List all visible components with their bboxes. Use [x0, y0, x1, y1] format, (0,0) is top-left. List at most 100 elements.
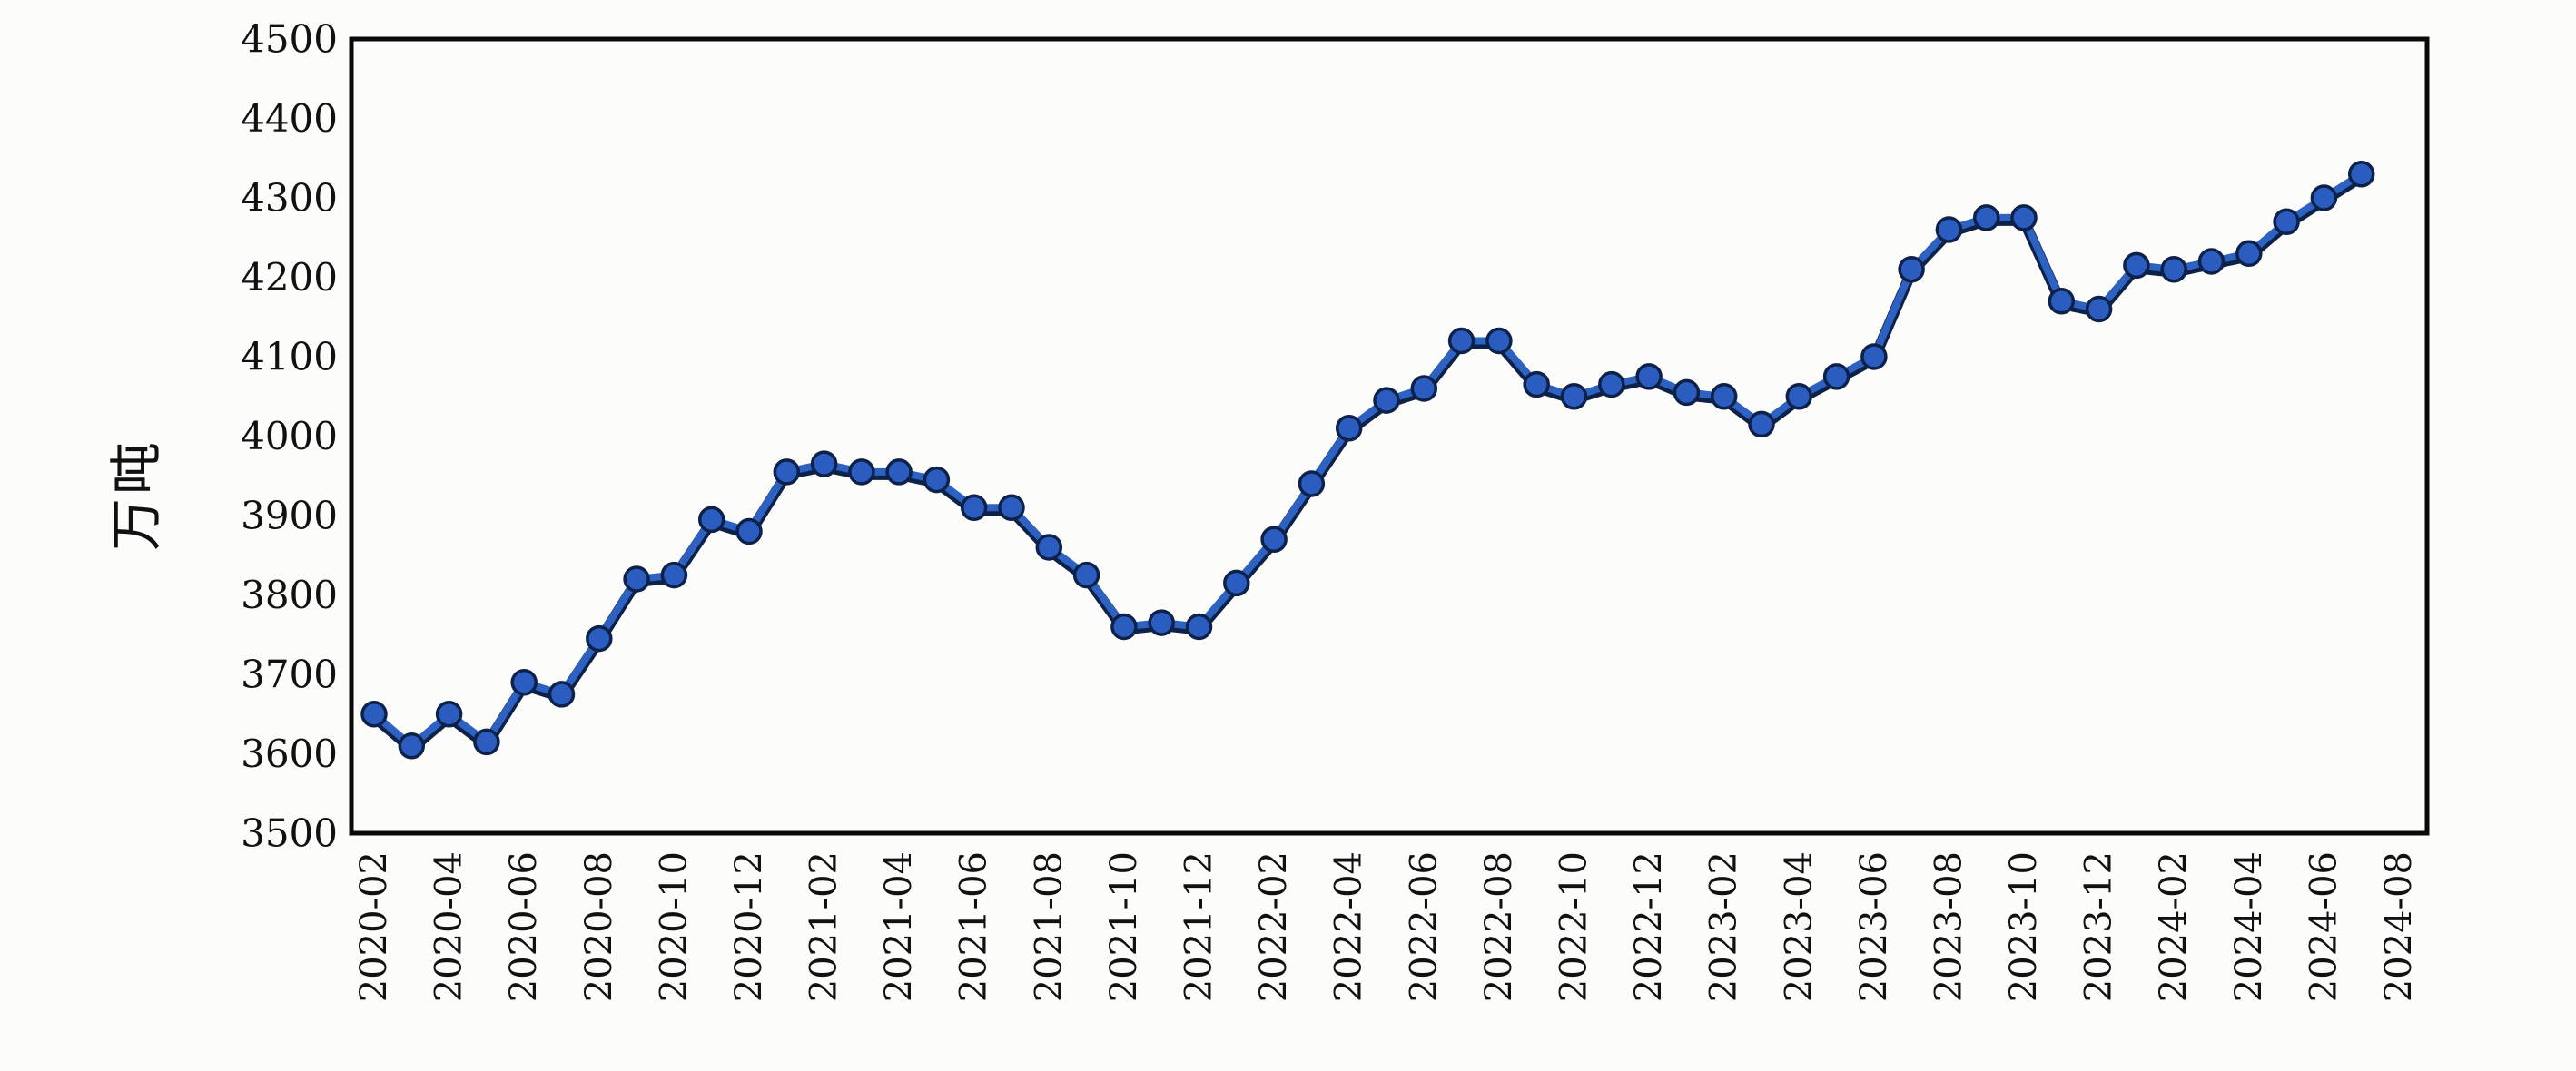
data-point-marker — [1972, 204, 2000, 231]
x-tick-label: 2022-06 — [1403, 851, 1445, 1002]
y-tick-label: 4200 — [241, 255, 338, 300]
data-point-marker — [1785, 383, 1813, 410]
x-tick-label: 2020-02 — [353, 851, 395, 1002]
data-line-series — [369, 170, 2367, 754]
x-tick-label: 2024-02 — [2153, 851, 2195, 1002]
data-point-marker — [1185, 613, 1213, 641]
x-tick-label: 2020-04 — [429, 851, 470, 1002]
data-point-marker — [885, 458, 913, 486]
x-tick-label: 2021-10 — [1103, 851, 1145, 1002]
y-axis-unit-label: 万吨 — [105, 437, 167, 552]
data-point-marker — [586, 624, 613, 653]
x-tick-label: 2020-10 — [653, 851, 695, 1002]
y-tick-label: 3800 — [241, 573, 338, 617]
data-point-marker — [1485, 327, 1513, 355]
data-point-marker — [435, 701, 463, 728]
data-point-marker — [2273, 208, 2300, 236]
data-point-marker — [960, 494, 988, 522]
data-point-marker — [1223, 569, 1250, 597]
data-point-marker — [1523, 370, 1550, 398]
data-point-marker — [773, 458, 801, 486]
data-point-marker — [735, 517, 763, 545]
data-point-marker — [548, 681, 576, 708]
data-line-shadow — [369, 171, 2367, 754]
data-line — [370, 170, 2365, 750]
x-tick-label: 2023-04 — [1778, 851, 1820, 1002]
x-tick-label: 2021-06 — [953, 851, 995, 1002]
y-tick-label: 4400 — [241, 96, 338, 141]
data-point-marker — [2197, 248, 2226, 275]
x-tick-label: 2024-08 — [2378, 851, 2420, 1002]
data-point-marker — [2310, 184, 2338, 211]
plot-border — [349, 36, 2430, 836]
x-tick-label: 2024-04 — [2228, 851, 2270, 1002]
x-tick-label: 2022-02 — [1253, 851, 1295, 1002]
data-point-marker — [1148, 609, 1175, 636]
plot-border-group — [349, 36, 2430, 836]
data-point-marker — [1260, 526, 1288, 554]
y-tick-label: 4100 — [241, 335, 338, 379]
data-point-marker — [998, 494, 1025, 522]
x-tick-label: 2022-08 — [1478, 851, 1520, 1002]
data-point-markers — [360, 161, 2375, 760]
y-tick-label: 4500 — [241, 17, 338, 62]
data-point-marker — [810, 450, 838, 477]
data-point-marker — [660, 561, 688, 589]
x-tick-label: 2021-12 — [1179, 851, 1220, 1002]
data-point-marker — [848, 458, 875, 486]
data-point-marker — [1748, 410, 1775, 438]
data-point-marker — [2347, 161, 2375, 188]
data-point-marker — [1110, 613, 1138, 641]
data-point-marker — [1298, 470, 1326, 497]
x-tick-label: 2020-08 — [578, 851, 620, 1002]
data-point-marker — [2235, 240, 2263, 268]
x-tick-label: 2023-12 — [2078, 851, 2120, 1002]
data-point-marker — [2085, 295, 2113, 323]
y-tick-label: 3700 — [241, 653, 338, 697]
data-point-marker — [623, 565, 650, 593]
data-point-marker — [1035, 534, 1063, 561]
data-point-marker — [1898, 256, 1925, 283]
data-point-marker — [1822, 363, 1851, 390]
y-tick-label: 3900 — [241, 494, 338, 538]
x-tick-label: 2023-06 — [1853, 851, 1895, 1002]
x-tick-label: 2023-08 — [1928, 851, 1969, 1002]
data-point-marker — [510, 669, 538, 696]
y-tick-label: 4300 — [241, 176, 338, 221]
x-tick-label: 2021-08 — [1028, 851, 1070, 1002]
x-tick-label: 2023-10 — [2003, 851, 2045, 1002]
x-tick-label: 2020-12 — [728, 851, 770, 1002]
x-tick-label: 2021-02 — [804, 851, 845, 1002]
x-tick-label: 2023-02 — [1703, 851, 1745, 1002]
data-point-marker — [2048, 288, 2076, 315]
y-tick-label: 4000 — [241, 414, 338, 458]
y-tick-label: 3600 — [241, 732, 338, 776]
y-axis-tick-labels: 3500 3600 3700 3800 3900 4000 4100 4200 4300 4400… — [241, 17, 338, 856]
data-point-marker — [1635, 363, 1663, 390]
x-tick-label: 2021-04 — [878, 851, 920, 1002]
y-tick-label: 3500 — [241, 811, 338, 856]
data-point-marker — [473, 728, 500, 756]
data-point-marker — [2010, 204, 2038, 231]
x-axis-tick-labels: 2020-02 2020-04 2020-06 2020-08 2020-10 2020-… — [353, 851, 2420, 1002]
data-point-marker — [697, 506, 725, 534]
data-point-marker — [2160, 256, 2187, 283]
data-point-marker — [1447, 327, 1476, 355]
x-tick-label: 2022-10 — [1553, 851, 1594, 1002]
data-point-marker — [1710, 383, 1738, 410]
data-point-marker — [1410, 375, 1438, 402]
data-point-marker — [2123, 251, 2150, 280]
data-point-marker — [360, 701, 388, 728]
x-tick-label: 2020-06 — [503, 851, 545, 1002]
x-tick-label: 2024-06 — [2303, 851, 2344, 1002]
x-tick-label: 2022-04 — [1328, 851, 1370, 1002]
data-point-marker — [1335, 415, 1363, 442]
data-point-marker — [1673, 378, 1701, 407]
data-point-marker — [1598, 370, 1625, 398]
data-point-marker — [1560, 383, 1588, 410]
data-point-marker — [1072, 561, 1100, 589]
data-point-marker — [923, 466, 951, 494]
data-point-marker — [398, 732, 426, 760]
